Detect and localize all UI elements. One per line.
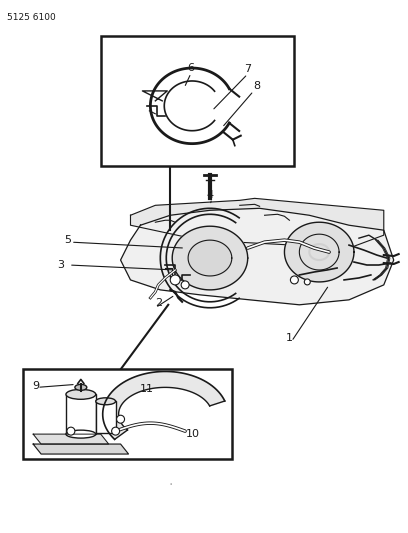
Text: 9: 9 [33,382,40,391]
Ellipse shape [75,384,87,390]
Bar [101,36,295,166]
Polygon shape [172,226,248,290]
Text: 3: 3 [58,260,64,270]
Text: 8: 8 [253,81,260,91]
Polygon shape [131,198,384,248]
Polygon shape [33,444,129,454]
Polygon shape [188,240,232,276]
Bar [96,401,115,433]
Circle shape [112,427,120,435]
Circle shape [170,275,180,285]
Ellipse shape [66,430,96,438]
Circle shape [181,281,189,289]
Text: 11: 11 [140,384,153,394]
Text: 2: 2 [155,298,162,308]
Circle shape [304,279,310,285]
Ellipse shape [66,389,96,399]
Circle shape [117,415,124,423]
Polygon shape [121,208,394,305]
Circle shape [67,427,75,435]
Text: 5: 5 [64,235,71,245]
Text: ·: · [168,478,173,492]
Polygon shape [284,222,354,282]
Text: 1: 1 [286,333,293,343]
Circle shape [290,276,298,284]
Text: 10: 10 [186,429,200,439]
Bar [66,394,96,434]
Text: 4: 4 [206,190,213,200]
Polygon shape [33,434,109,444]
Text: 7: 7 [244,64,251,74]
Text: 5125 6100: 5125 6100 [7,13,56,22]
Bar [23,369,232,459]
Ellipse shape [96,398,115,405]
Polygon shape [103,372,225,439]
Text: 6: 6 [188,63,195,73]
